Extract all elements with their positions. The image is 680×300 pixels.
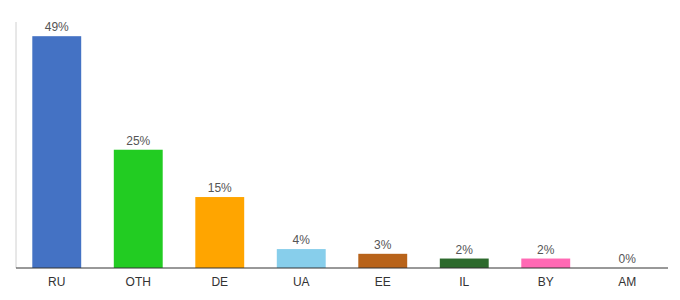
bar bbox=[358, 254, 407, 268]
x-tick-label: IL bbox=[459, 275, 469, 289]
chart-container: 49% 25% 15% 4% 3% 2% 2% 0% RU OTH DE UA EE IL BY AM bbox=[0, 0, 680, 300]
data-label: 15% bbox=[208, 181, 232, 195]
bar bbox=[440, 259, 489, 268]
x-tick-label: EE bbox=[375, 275, 391, 289]
x-tick-label: OTH bbox=[126, 275, 151, 289]
bar bbox=[195, 197, 244, 268]
data-label: 2% bbox=[537, 243, 555, 257]
data-label: 0% bbox=[619, 252, 637, 266]
data-label: 25% bbox=[126, 134, 150, 148]
bar bbox=[521, 259, 570, 268]
x-tick-label: BY bbox=[538, 275, 554, 289]
x-tick-label: UA bbox=[293, 275, 310, 289]
data-label: 2% bbox=[456, 243, 474, 257]
y-axis-line bbox=[16, 22, 17, 268]
bar bbox=[32, 36, 81, 268]
chart: 49% 25% 15% 4% 3% 2% 2% 0% RU OTH DE UA EE IL BY AM bbox=[0, 0, 680, 300]
data-label: 3% bbox=[374, 238, 392, 252]
bar bbox=[114, 150, 163, 268]
bars bbox=[32, 36, 570, 268]
x-axis-line bbox=[16, 268, 668, 269]
bar bbox=[277, 249, 326, 268]
x-tick-label: AM bbox=[618, 275, 636, 289]
data-label: 4% bbox=[293, 233, 311, 247]
x-tick-label: DE bbox=[211, 275, 228, 289]
x-tick-label: RU bbox=[48, 275, 65, 289]
data-label: 49% bbox=[45, 20, 69, 34]
